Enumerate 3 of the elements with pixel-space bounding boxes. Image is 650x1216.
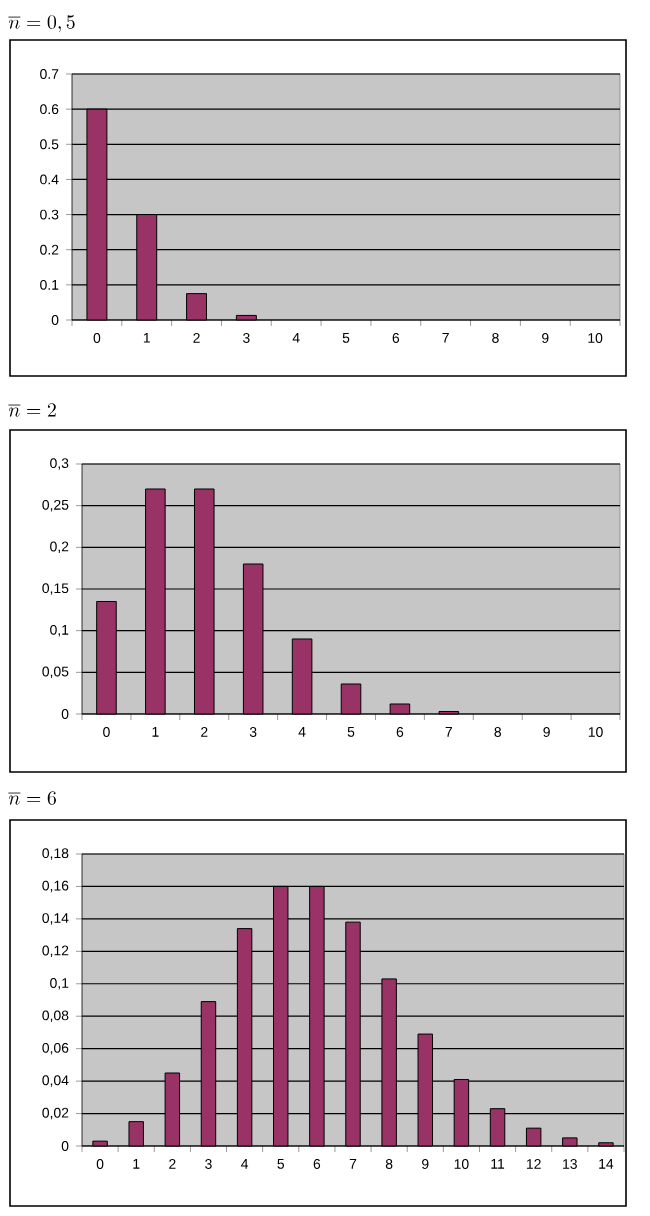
chart-title: $\overline{n} = 6$	[8, 791, 57, 805]
chart-title: $\overline{n} = 0,5$	[8, 15, 75, 33]
chart-title: $\overline{n} = 2$	[8, 403, 56, 417]
